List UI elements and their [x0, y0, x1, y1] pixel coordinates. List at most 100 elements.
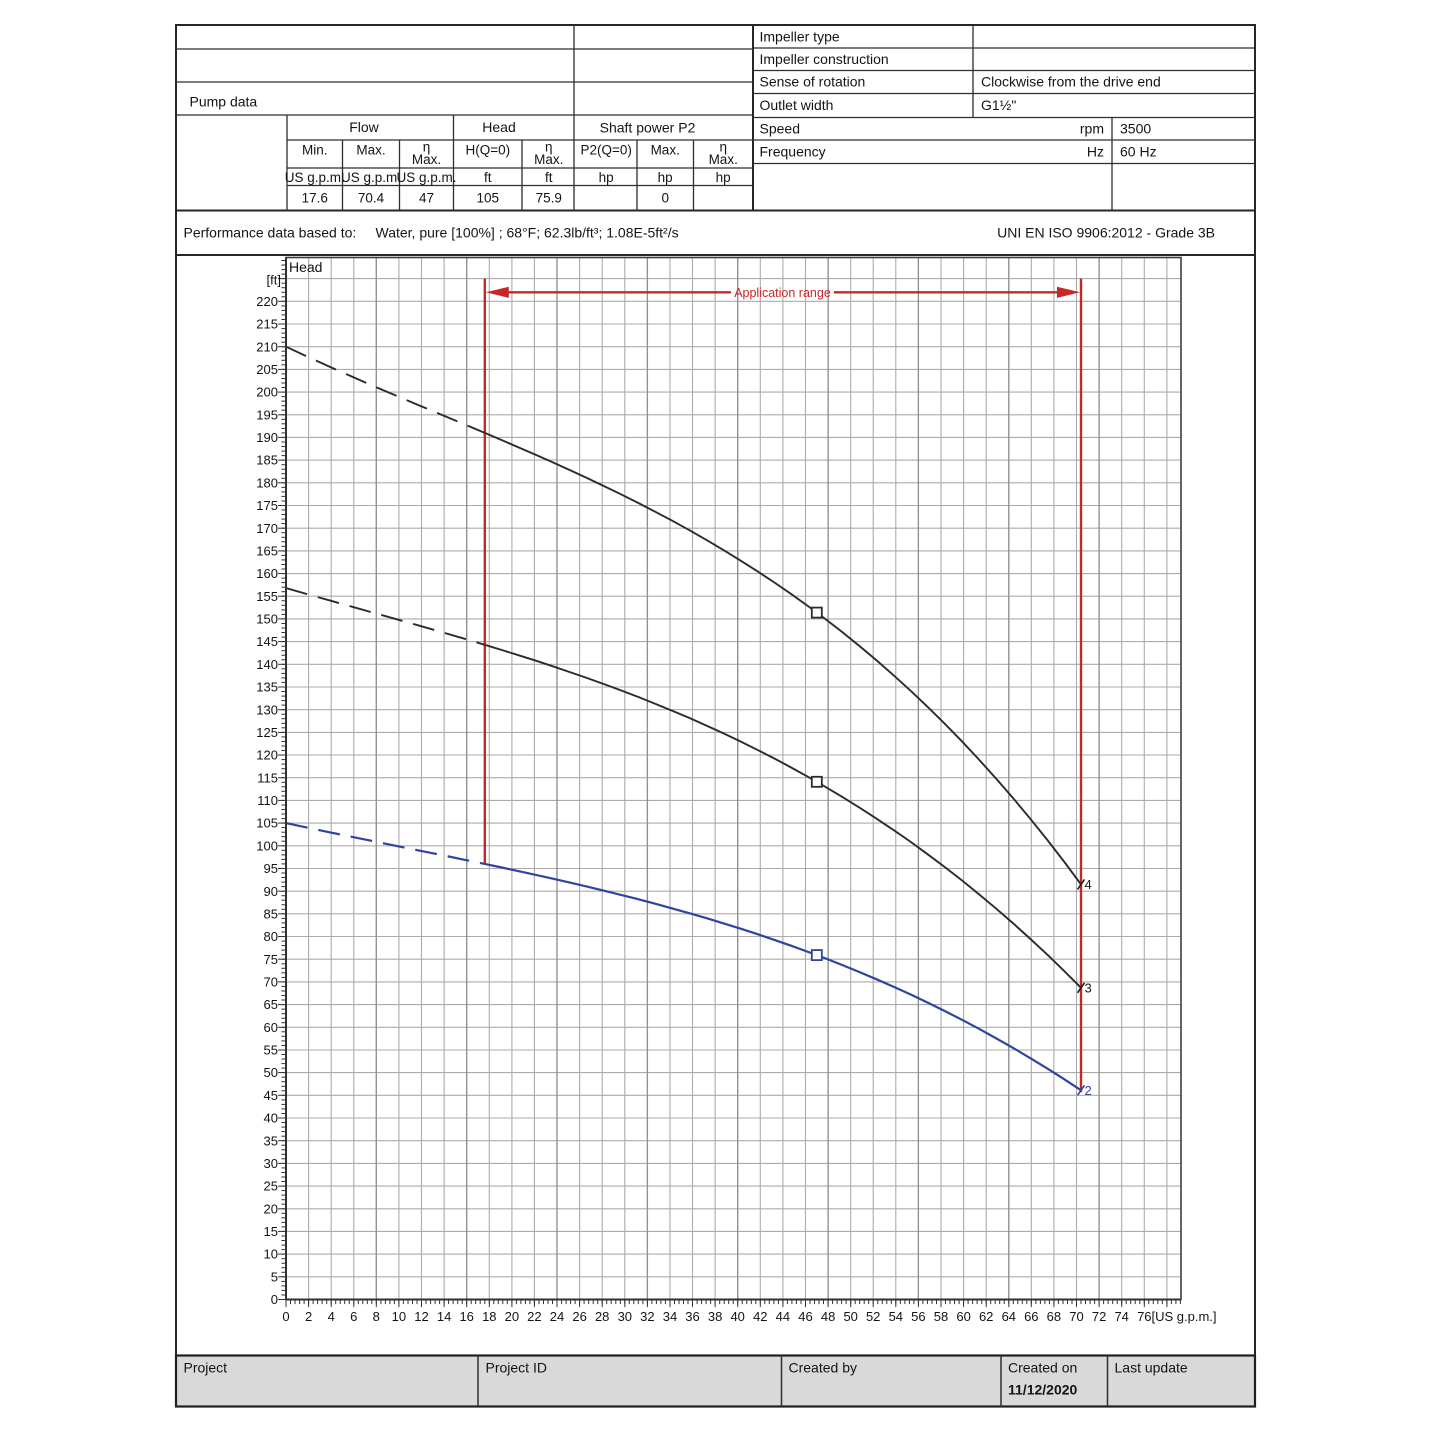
- svg-text:hp: hp: [599, 170, 614, 185]
- svg-text:Created by: Created by: [789, 1360, 857, 1376]
- svg-text:Hz: Hz: [1087, 144, 1104, 160]
- svg-text:G1½": G1½": [981, 97, 1016, 113]
- svg-text:rpm: rpm: [1080, 121, 1104, 137]
- svg-text:hp: hp: [716, 170, 731, 185]
- svg-text:Flow: Flow: [349, 119, 379, 135]
- svg-text:155: 155: [256, 589, 278, 604]
- svg-text:Head: Head: [289, 259, 322, 275]
- svg-text:58: 58: [934, 1309, 948, 1324]
- svg-text:ft: ft: [484, 170, 492, 185]
- svg-text:Water, pure [100%] ; 68°F; 62.: Water, pure [100%] ; 68°F; 62.3lb/ft³; 1…: [376, 225, 679, 241]
- svg-text:US g.p.m.: US g.p.m.: [341, 170, 401, 185]
- svg-text:68: 68: [1047, 1309, 1061, 1324]
- svg-text:180: 180: [256, 475, 278, 490]
- svg-text:6: 6: [350, 1309, 357, 1324]
- svg-text:145: 145: [256, 634, 278, 649]
- svg-text:η: η: [545, 140, 553, 155]
- svg-text:US g.p.m.: US g.p.m.: [285, 170, 345, 185]
- svg-text:105: 105: [477, 191, 500, 206]
- svg-text:22: 22: [527, 1309, 541, 1324]
- svg-text:140: 140: [256, 657, 278, 672]
- svg-text:11/12/2020: 11/12/2020: [1008, 1382, 1078, 1398]
- svg-text:Max.: Max.: [534, 152, 563, 167]
- svg-text:66: 66: [1024, 1309, 1038, 1324]
- svg-text:210: 210: [256, 339, 278, 354]
- svg-text:64: 64: [1002, 1309, 1016, 1324]
- svg-text:28: 28: [595, 1309, 609, 1324]
- svg-text:2: 2: [305, 1309, 312, 1324]
- svg-text:Max.: Max.: [651, 143, 680, 158]
- svg-text:18: 18: [482, 1309, 496, 1324]
- svg-text:0: 0: [271, 1292, 278, 1307]
- svg-text:40: 40: [264, 1111, 278, 1126]
- svg-text:70.4: 70.4: [358, 191, 385, 206]
- svg-text:74: 74: [1114, 1309, 1128, 1324]
- svg-text:[US g.p.m.]: [US g.p.m.]: [1152, 1309, 1217, 1324]
- svg-text:30: 30: [618, 1309, 632, 1324]
- svg-text:0: 0: [661, 191, 669, 206]
- svg-text:220: 220: [256, 294, 278, 309]
- svg-text:Outlet width: Outlet width: [760, 97, 834, 113]
- svg-text:34: 34: [663, 1309, 677, 1324]
- svg-text:Application range: Application range: [734, 286, 831, 300]
- svg-text:75: 75: [264, 952, 278, 967]
- svg-text:Max.: Max.: [356, 143, 385, 158]
- svg-text:70: 70: [1069, 1309, 1083, 1324]
- svg-text:30: 30: [264, 1156, 278, 1171]
- svg-text:100: 100: [256, 838, 278, 853]
- svg-text:50: 50: [843, 1309, 857, 1324]
- svg-text:190: 190: [256, 430, 278, 445]
- svg-text:17.6: 17.6: [302, 191, 328, 206]
- svg-text:Pump data: Pump data: [190, 94, 258, 110]
- svg-text:4: 4: [328, 1309, 335, 1324]
- svg-text:hp: hp: [658, 170, 673, 185]
- svg-text:η: η: [719, 140, 727, 155]
- svg-text:185: 185: [256, 453, 278, 468]
- svg-text:125: 125: [256, 725, 278, 740]
- svg-text:3500: 3500: [1120, 121, 1151, 137]
- svg-text:Frequency: Frequency: [760, 144, 826, 160]
- svg-text:105: 105: [256, 816, 278, 831]
- svg-text:42: 42: [753, 1309, 767, 1324]
- svg-text:215: 215: [256, 317, 278, 332]
- svg-text:Performance data based to:: Performance data based to:: [184, 225, 357, 241]
- svg-text:60: 60: [956, 1309, 970, 1324]
- svg-text:130: 130: [256, 702, 278, 717]
- svg-text:65: 65: [264, 997, 278, 1012]
- svg-text:52: 52: [866, 1309, 880, 1324]
- svg-text:150: 150: [256, 612, 278, 627]
- svg-text:62: 62: [979, 1309, 993, 1324]
- svg-text:90: 90: [264, 884, 278, 899]
- svg-text:8: 8: [373, 1309, 380, 1324]
- svg-text:60 Hz: 60 Hz: [1120, 144, 1157, 160]
- svg-text:2: 2: [1085, 1083, 1092, 1098]
- svg-text:Clockwise from the drive end: Clockwise from the drive end: [981, 74, 1161, 90]
- svg-text:160: 160: [256, 566, 278, 581]
- svg-text:η: η: [423, 140, 431, 155]
- svg-text:Speed: Speed: [760, 121, 800, 137]
- svg-text:170: 170: [256, 521, 278, 536]
- svg-text:195: 195: [256, 407, 278, 422]
- svg-text:P2(Q=0): P2(Q=0): [580, 143, 631, 158]
- svg-text:US g.p.m.: US g.p.m.: [396, 170, 456, 185]
- svg-text:165: 165: [256, 544, 278, 559]
- svg-text:40: 40: [730, 1309, 744, 1324]
- svg-text:12: 12: [414, 1309, 428, 1324]
- svg-text:120: 120: [256, 748, 278, 763]
- svg-text:44: 44: [776, 1309, 790, 1324]
- svg-text:Project: Project: [184, 1360, 228, 1376]
- svg-text:10: 10: [392, 1309, 406, 1324]
- svg-text:Last update: Last update: [1115, 1360, 1188, 1376]
- svg-text:56: 56: [911, 1309, 925, 1324]
- svg-text:205: 205: [256, 362, 278, 377]
- svg-text:5: 5: [271, 1269, 278, 1284]
- svg-text:25: 25: [264, 1179, 278, 1194]
- svg-text:UNI EN ISO 9906:2012 - Grade 3: UNI EN ISO 9906:2012 - Grade 3B: [997, 225, 1215, 241]
- svg-text:38: 38: [708, 1309, 722, 1324]
- svg-text:60: 60: [264, 1020, 278, 1035]
- svg-text:135: 135: [256, 680, 278, 695]
- svg-text:32: 32: [640, 1309, 654, 1324]
- svg-text:Impeller construction: Impeller construction: [760, 51, 889, 67]
- svg-text:Max.: Max.: [412, 152, 441, 167]
- svg-text:ft: ft: [545, 170, 553, 185]
